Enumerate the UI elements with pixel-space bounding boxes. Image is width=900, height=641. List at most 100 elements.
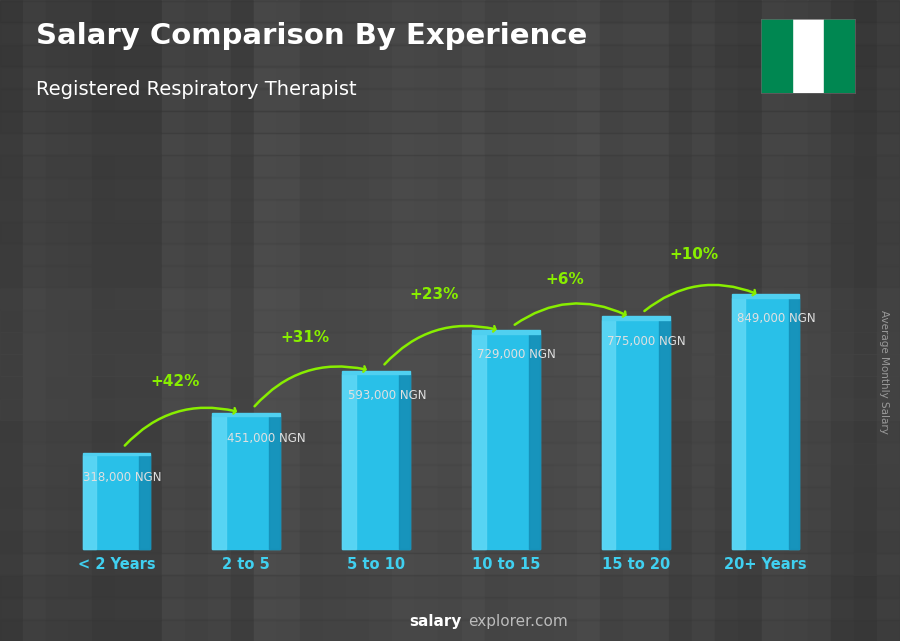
Bar (807, 0, 830, 641)
Bar (761, 0, 784, 641)
Bar (93, 0, 115, 641)
Bar (83, 455, 96, 549)
Bar (83, 453, 150, 455)
Text: +10%: +10% (670, 247, 719, 262)
Bar (472, 334, 540, 549)
Bar (342, 374, 356, 549)
Bar (212, 413, 280, 416)
Bar (0, 376, 900, 398)
Text: 729,000 NGN: 729,000 NGN (477, 349, 556, 362)
Bar (732, 294, 799, 298)
Text: 318,000 NGN: 318,000 NGN (83, 471, 161, 484)
Bar (0, 420, 900, 442)
Text: +23%: +23% (410, 287, 459, 303)
Bar (139, 0, 161, 641)
Text: salary: salary (410, 615, 462, 629)
Text: +42%: +42% (150, 374, 200, 389)
Text: explorer.com: explorer.com (468, 615, 568, 629)
Bar (472, 334, 486, 549)
Bar (212, 416, 226, 549)
Bar (416, 0, 438, 641)
Bar (785, 0, 807, 641)
Bar (212, 416, 280, 549)
Bar (739, 0, 761, 641)
Bar (824, 19, 855, 93)
Text: Average Monthly Salary: Average Monthly Salary (878, 310, 889, 434)
Bar (0, 332, 900, 354)
Bar (208, 0, 230, 641)
Text: 775,000 NGN: 775,000 NGN (608, 335, 686, 348)
Bar (854, 0, 877, 641)
Bar (0, 487, 900, 508)
Text: 15 to 20: 15 to 20 (601, 557, 670, 572)
Text: 20+ Years: 20+ Years (724, 557, 807, 572)
Bar (0, 266, 900, 287)
Bar (0, 23, 900, 44)
Bar (577, 0, 599, 641)
Bar (692, 0, 715, 641)
Bar (0, 1, 900, 22)
Bar (529, 334, 540, 549)
Bar (323, 0, 346, 641)
Bar (623, 0, 645, 641)
Bar (462, 0, 484, 641)
Text: < 2 Years: < 2 Years (77, 557, 155, 572)
Text: 10 to 15: 10 to 15 (472, 557, 540, 572)
Bar (716, 0, 738, 641)
Bar (277, 0, 300, 641)
Text: Salary Comparison By Experience: Salary Comparison By Experience (36, 22, 587, 51)
Bar (0, 531, 900, 553)
Bar (0, 576, 900, 597)
Bar (0, 89, 900, 110)
Text: 451,000 NGN: 451,000 NGN (227, 432, 305, 445)
Bar (23, 0, 46, 641)
Bar (600, 0, 623, 641)
Bar (531, 0, 554, 641)
Bar (184, 0, 207, 641)
Bar (0, 45, 900, 66)
Bar (0, 112, 900, 133)
Bar (0, 178, 900, 199)
Bar (69, 0, 92, 641)
Bar (230, 0, 253, 641)
Bar (0, 399, 900, 420)
Bar (300, 0, 322, 641)
Bar (0, 199, 900, 221)
Bar (46, 0, 68, 641)
Text: 593,000 NGN: 593,000 NGN (347, 388, 426, 402)
Bar (0, 244, 900, 265)
Bar (732, 298, 745, 549)
Bar (392, 0, 415, 641)
Bar (0, 67, 900, 88)
Bar (0, 354, 900, 376)
Bar (346, 0, 369, 641)
Bar (342, 370, 410, 374)
Text: Registered Respiratory Therapist: Registered Respiratory Therapist (36, 80, 356, 99)
Bar (670, 0, 692, 641)
Bar (659, 320, 670, 549)
Bar (831, 0, 853, 641)
Bar (788, 298, 799, 549)
Bar (0, 133, 900, 154)
Bar (602, 320, 670, 549)
Text: 5 to 10: 5 to 10 (347, 557, 405, 572)
Bar (161, 0, 184, 641)
Bar (472, 330, 540, 334)
Bar (602, 320, 616, 549)
Bar (0, 288, 900, 310)
Bar (554, 0, 576, 641)
Bar (115, 0, 138, 641)
Bar (732, 298, 799, 549)
Bar (399, 374, 410, 549)
Bar (0, 156, 900, 177)
Bar (0, 465, 900, 487)
Bar (484, 0, 507, 641)
Bar (0, 310, 900, 331)
Text: +6%: +6% (545, 272, 584, 287)
Bar (508, 0, 530, 641)
Bar (83, 455, 150, 549)
Text: +31%: +31% (280, 330, 329, 345)
Bar (0, 553, 900, 575)
Bar (438, 0, 461, 641)
Bar (140, 455, 150, 549)
